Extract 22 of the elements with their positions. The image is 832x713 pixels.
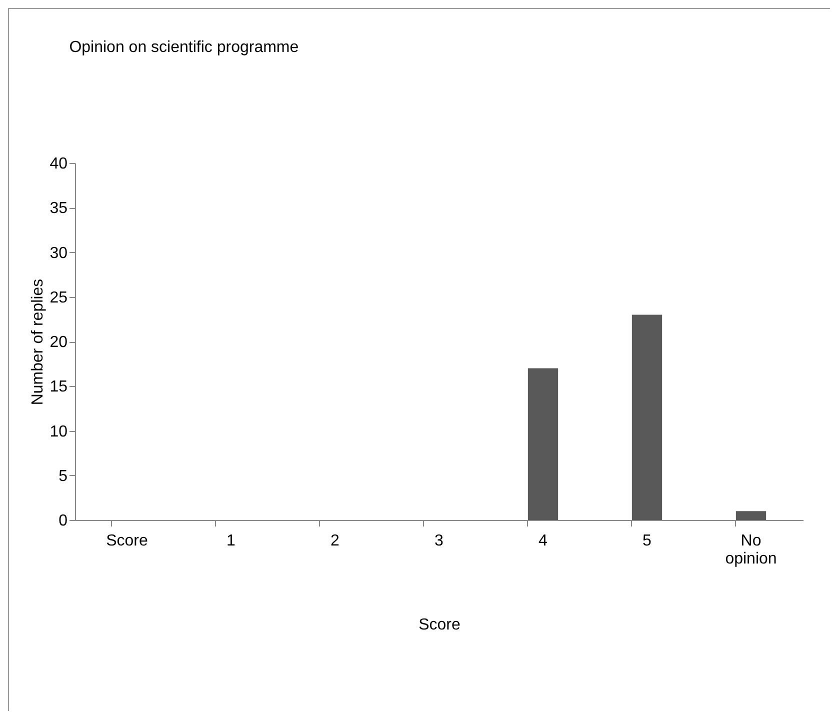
y-tick-label: 40 — [50, 156, 68, 172]
x-tick-label: No opinion — [725, 532, 777, 568]
x-tick-label: 5 — [642, 532, 652, 550]
x-tick-label: Score — [106, 532, 148, 550]
x-tick-label: 2 — [330, 532, 340, 550]
y-tick-label: 20 — [50, 334, 68, 351]
x-tick-label: 1 — [226, 532, 236, 550]
y-tick-label: 10 — [50, 423, 68, 440]
y-tick-label: 5 — [58, 468, 68, 485]
y-tick-label: 15 — [50, 378, 68, 396]
y-tick-label: 0 — [58, 512, 68, 530]
bar — [528, 368, 558, 520]
y-axis-title: Number of replies — [30, 278, 47, 406]
chart-title: Opinion on scientific programme — [69, 39, 299, 56]
y-tick-label: 25 — [50, 289, 68, 306]
y-tick-label: 35 — [50, 200, 68, 218]
x-axis-title: Score — [418, 616, 460, 634]
x-tick-label: 4 — [538, 532, 548, 550]
x-tick-label: 3 — [434, 532, 444, 550]
bar — [736, 511, 766, 520]
y-tick-label: 30 — [50, 244, 68, 262]
bar — [632, 314, 662, 520]
